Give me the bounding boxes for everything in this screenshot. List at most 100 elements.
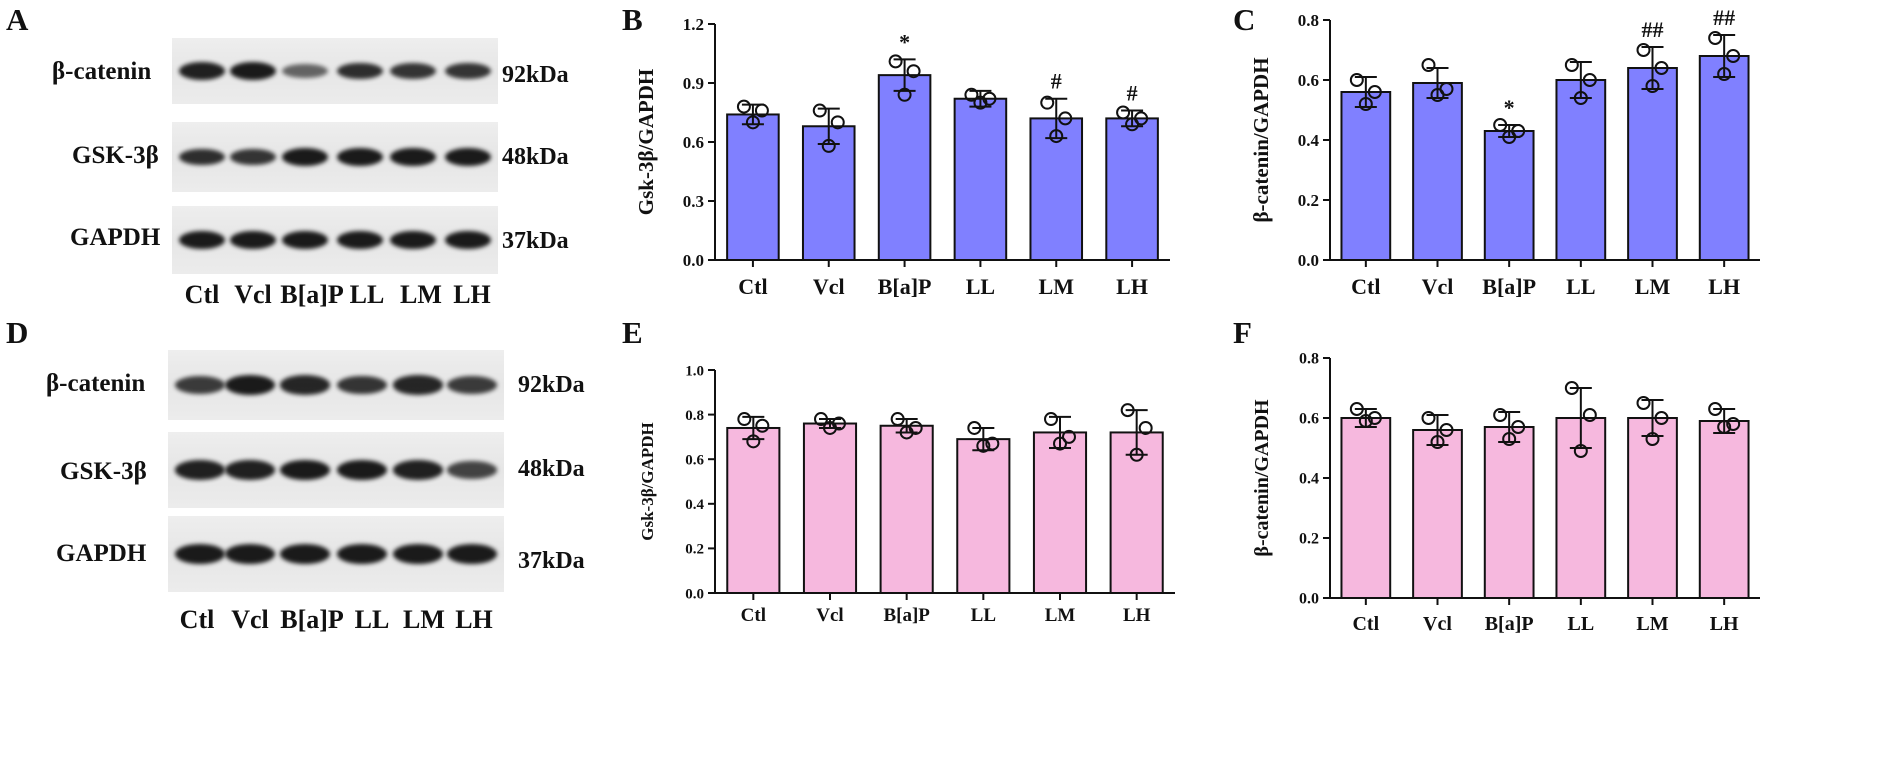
blot-a-label-gapdh: GAPDH	[70, 224, 161, 251]
data-point	[1349, 402, 1364, 416]
blot-a-size-92kda: 92kDa	[502, 62, 569, 88]
bar-chart-f-beta-catenin: β-catenin/GAPDH 0.0 0.2 0.4 0.6 0.8 Ctl Vcl B[a]…	[1251, 351, 1760, 635]
bar	[1340, 91, 1392, 261]
blot-a-lane-ctl: Ctl	[184, 280, 220, 309]
data-point	[1116, 105, 1131, 120]
x-tick-label: Vcl	[816, 605, 843, 626]
data-point	[746, 434, 761, 449]
y-tick-label: 0.6	[685, 452, 704, 468]
x-tick-label: LL	[1566, 274, 1595, 299]
blot-band	[445, 148, 491, 166]
panel-letter-c: C	[1233, 2, 1256, 37]
data-point	[985, 436, 1000, 451]
blot-band	[390, 231, 436, 249]
blot-band	[447, 376, 497, 394]
significance-marker: *	[1504, 95, 1515, 120]
bar	[726, 426, 781, 595]
bar	[1698, 420, 1750, 599]
bar	[1555, 79, 1607, 261]
y-tick-label: 0.0	[685, 586, 704, 602]
blot-band	[179, 62, 225, 80]
blot-band	[337, 148, 383, 166]
data-point	[973, 95, 988, 110]
data-point	[897, 87, 912, 102]
data-point	[888, 54, 903, 69]
bar	[1109, 431, 1164, 594]
data-point	[1049, 129, 1064, 144]
data-point	[1654, 61, 1669, 75]
y-tick-label: 0.6	[1299, 411, 1319, 428]
bar	[1698, 55, 1750, 261]
blot-band	[230, 62, 276, 80]
x-tick-label: Vcl	[813, 274, 845, 299]
x-tick-label: LL	[971, 605, 996, 626]
panel-letter-d: D	[6, 315, 29, 350]
bar-chart-c-beta-catenin: β-catenin/GAPDH 0.0 0.2 0.4 0.6 0.8 Ctl Vcl B[a]…	[1249, 5, 1760, 299]
y-tick-label: 0.2	[685, 542, 704, 558]
bar-chart-b-gsk3b: Gsk-3β/GAPDH 0.0 0.3 0.6 0.9 1.2 Ctl Vcl B[a]P * L…	[634, 15, 1170, 299]
x-tick-label: LM	[1635, 274, 1671, 299]
blot-d-size-92kda: 92kDa	[518, 372, 585, 398]
data-point	[1138, 420, 1153, 435]
blot-band	[282, 231, 328, 249]
blot-band	[175, 544, 225, 564]
blot-band	[280, 460, 330, 480]
bar-chart-e-gsk3b: Gsk-3β/GAPDH 0.0 0.2 0.4 0.6 0.8 1.0 Ctl Vcl B[a]…	[638, 363, 1175, 626]
x-tick-label: LH	[1710, 613, 1739, 635]
bar	[1412, 429, 1463, 599]
data-point	[982, 91, 997, 106]
data-point	[1367, 85, 1382, 99]
bar	[1483, 130, 1535, 261]
blot-a-lane-bap: B[a]P	[280, 280, 344, 309]
blot-d-label-beta-catenin: β-catenin	[46, 370, 146, 397]
blot-band	[445, 231, 491, 249]
bar	[956, 438, 1011, 594]
blot-a-label-beta-catenin: β-catenin	[52, 58, 152, 85]
y-axis-label: Gsk-3β/GAPDH	[638, 422, 657, 541]
blot-band	[337, 544, 387, 564]
data-point	[1493, 408, 1508, 422]
data-point	[1439, 423, 1454, 437]
blot-strip	[172, 38, 498, 104]
data-point	[832, 416, 846, 431]
panel-letter-e: E	[622, 315, 643, 350]
data-point	[1129, 447, 1144, 462]
x-tick-label: Vcl	[1422, 274, 1454, 299]
blot-band	[175, 376, 225, 394]
bar	[1032, 431, 1088, 594]
blot-band	[337, 460, 387, 480]
blot-band	[393, 460, 443, 480]
data-point	[814, 412, 828, 427]
bar	[1483, 426, 1535, 599]
data-point	[967, 420, 982, 435]
significance-marker: #	[1051, 69, 1062, 94]
blot-band	[179, 231, 225, 249]
y-tick-label: 0.6	[683, 133, 704, 152]
data-point	[1564, 58, 1579, 72]
blot-band	[390, 148, 436, 166]
data-point	[1044, 412, 1058, 427]
bar	[1627, 67, 1678, 261]
blot-d-lane-ll: LL	[354, 605, 390, 634]
data-point	[1349, 73, 1364, 87]
blot-d-label-gapdh: GAPDH	[56, 540, 147, 567]
bar	[1029, 117, 1084, 262]
blot-d-lane-bap: B[a]P	[280, 605, 344, 634]
data-point	[1636, 396, 1651, 410]
y-tick-label: 0.4	[1299, 471, 1319, 488]
data-point	[1134, 111, 1149, 126]
data-point	[1358, 97, 1373, 111]
y-tick-label: 0.2	[1299, 531, 1319, 548]
data-point	[1654, 411, 1669, 425]
blot-band	[337, 231, 383, 249]
y-axis-label: β-catenin/GAPDH	[1251, 399, 1273, 557]
x-tick-label: B[a]P	[1485, 613, 1534, 635]
blot-band	[225, 460, 275, 480]
data-point	[830, 115, 845, 130]
x-tick-label: LM	[1039, 274, 1075, 299]
bar	[1105, 117, 1159, 262]
data-point	[812, 103, 827, 118]
blot-d-label-gsk3b: GSK-3β	[60, 458, 147, 485]
data-point	[754, 103, 769, 118]
blot-a-label-gsk3b: GSK-3β	[72, 142, 159, 169]
